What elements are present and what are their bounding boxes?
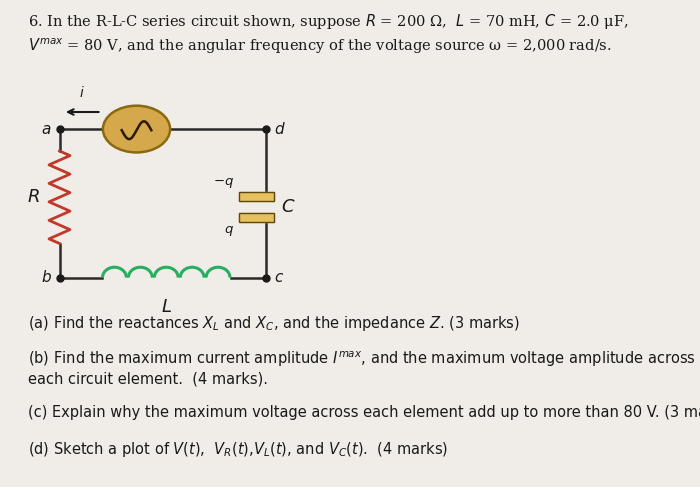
Text: i: i: [80, 86, 84, 100]
Text: $q$: $q$: [224, 224, 234, 238]
Bar: [239, 192, 274, 201]
Text: (b) Find the maximum current amplitude $I^{max}$, and the maximum voltage amplit: (b) Find the maximum current amplitude $…: [28, 349, 696, 386]
Text: a: a: [42, 122, 51, 136]
Text: $V^{max}$ = 80 V, and the angular frequency of the voltage source ω = 2,000 rad/: $V^{max}$ = 80 V, and the angular freque…: [28, 37, 612, 56]
Text: c: c: [274, 270, 283, 285]
Text: (d) Sketch a plot of $V(t)$,  $V_R(t)$,$V_L(t)$, and $V_C(t)$.  (4 marks): (d) Sketch a plot of $V(t)$, $V_R(t)$,$V…: [28, 440, 448, 459]
Text: 6. In the R-L-C series circuit shown, suppose $R$ = 200 Ω,  $L$ = 70 mH, $C$ = 2: 6. In the R-L-C series circuit shown, su…: [28, 12, 629, 31]
Text: (a) Find the reactances $X_L$ and $X_C$, and the impedance $Z$. (3 marks): (a) Find the reactances $X_L$ and $X_C$,…: [28, 314, 520, 333]
Text: b: b: [41, 270, 51, 285]
Bar: [239, 213, 274, 222]
Bar: [239, 192, 274, 201]
Text: $-q$: $-q$: [213, 176, 234, 190]
Text: R: R: [27, 188, 40, 206]
Text: d: d: [274, 122, 284, 136]
Circle shape: [103, 106, 170, 152]
Text: (c) Explain why the maximum voltage across each element add up to more than 80 V: (c) Explain why the maximum voltage acro…: [28, 405, 700, 420]
Text: C: C: [281, 198, 294, 216]
Text: L: L: [161, 298, 172, 316]
Bar: [239, 213, 274, 222]
